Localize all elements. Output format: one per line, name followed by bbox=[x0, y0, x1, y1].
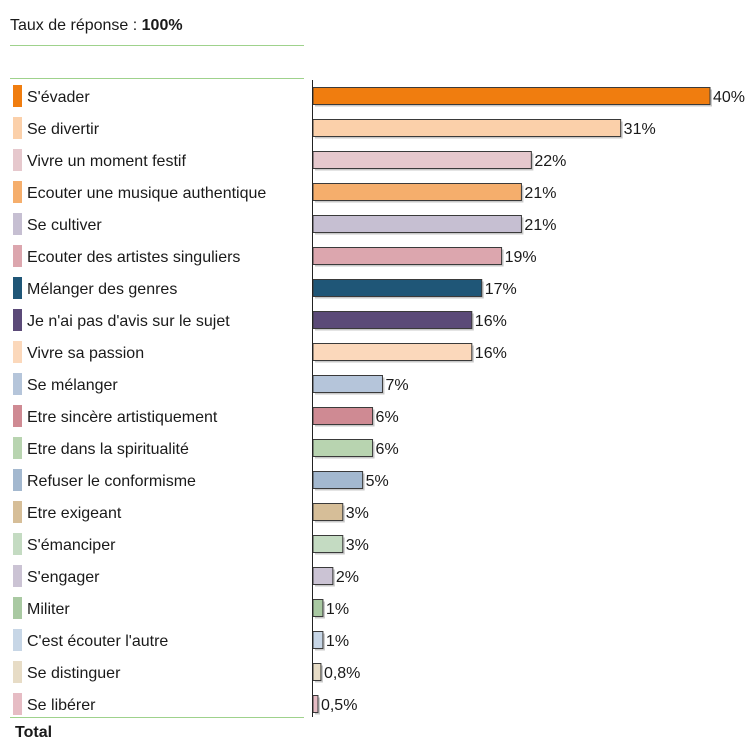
category-label: Etre exigeant bbox=[27, 505, 122, 522]
bar bbox=[312, 215, 522, 233]
bar bbox=[312, 695, 319, 713]
value-label: 17% bbox=[485, 281, 517, 298]
value-label: 3% bbox=[346, 505, 369, 522]
value-label: 16% bbox=[475, 345, 507, 362]
value-label: 3% bbox=[346, 537, 369, 554]
category-label: Vivre un moment festif bbox=[27, 153, 186, 170]
bar bbox=[312, 279, 483, 297]
category-label: Ecouter une musique authentique bbox=[27, 185, 266, 202]
legend-swatch bbox=[13, 277, 22, 299]
bar bbox=[312, 151, 532, 169]
legend-swatch bbox=[13, 245, 22, 267]
legend-swatch bbox=[13, 501, 22, 523]
category-label: Etre dans la spiritualité bbox=[27, 441, 189, 458]
bar bbox=[312, 375, 383, 393]
value-label: 21% bbox=[524, 217, 556, 234]
category-label: Ecouter des artistes singuliers bbox=[27, 249, 240, 266]
value-label: 1% bbox=[326, 633, 349, 650]
value-label: 0,8% bbox=[324, 665, 360, 682]
value-label: 2% bbox=[336, 569, 359, 586]
bar bbox=[312, 535, 344, 553]
legend-swatch bbox=[13, 437, 22, 459]
legend-swatch bbox=[13, 693, 22, 715]
chart-axis bbox=[312, 80, 313, 717]
category-label: S'engager bbox=[27, 569, 100, 586]
legend-swatch bbox=[13, 565, 22, 587]
legend-swatch bbox=[13, 309, 22, 331]
category-label: Se libérer bbox=[27, 697, 96, 714]
value-label: 0,5% bbox=[321, 697, 357, 714]
bar bbox=[312, 567, 334, 585]
response-rate-label: Taux de réponse : bbox=[10, 17, 142, 34]
value-label: 6% bbox=[376, 409, 399, 426]
bar bbox=[312, 471, 364, 489]
legend-swatch bbox=[13, 469, 22, 491]
category-label: Se divertir bbox=[27, 121, 100, 138]
value-label: 40% bbox=[713, 89, 745, 106]
bar bbox=[312, 247, 503, 265]
bar bbox=[312, 663, 322, 681]
category-label: Vivre sa passion bbox=[27, 345, 144, 362]
category-label: Mélanger des genres bbox=[27, 281, 177, 298]
category-label: S'évader bbox=[27, 89, 90, 106]
value-label: 16% bbox=[475, 313, 507, 330]
legend-swatch bbox=[13, 181, 22, 203]
legend-swatch bbox=[13, 597, 22, 619]
total-label: Total bbox=[15, 724, 53, 741]
legend-swatch bbox=[13, 405, 22, 427]
response-rate-value: 100% bbox=[141, 17, 183, 34]
legend-swatch bbox=[13, 149, 22, 171]
category-label: Militer bbox=[27, 601, 70, 618]
divider-table-top bbox=[10, 78, 304, 79]
value-label: 19% bbox=[505, 249, 537, 266]
bar bbox=[312, 119, 622, 137]
value-label: 31% bbox=[624, 121, 656, 138]
value-label: 22% bbox=[534, 153, 566, 170]
value-label: 21% bbox=[524, 185, 556, 202]
divider-top bbox=[10, 45, 304, 46]
category-label: Je n'ai pas d'avis sur le sujet bbox=[27, 313, 230, 330]
bar bbox=[312, 599, 324, 617]
divider-table-bottom bbox=[10, 717, 304, 718]
value-label: 6% bbox=[376, 441, 399, 458]
category-label: Se mélanger bbox=[27, 377, 118, 394]
category-label: C'est écouter l'autre bbox=[27, 633, 168, 650]
bar bbox=[312, 439, 374, 457]
category-label: S'émanciper bbox=[27, 537, 116, 554]
bar bbox=[312, 183, 522, 201]
legend-swatch bbox=[13, 213, 22, 235]
value-label: 1% bbox=[326, 601, 349, 618]
bar bbox=[312, 87, 711, 105]
legend-swatch bbox=[13, 533, 22, 555]
legend-swatch bbox=[13, 373, 22, 395]
category-label: Etre sincère artistiquement bbox=[27, 409, 218, 426]
legend-swatch bbox=[13, 341, 22, 363]
bar bbox=[312, 311, 473, 329]
category-label: Refuser le conformisme bbox=[27, 473, 196, 490]
legend-swatch bbox=[13, 117, 22, 139]
legend-swatch bbox=[13, 661, 22, 683]
bar bbox=[312, 343, 473, 361]
value-label: 7% bbox=[385, 377, 408, 394]
response-rate: Taux de réponse : 100% bbox=[10, 17, 183, 35]
category-label: Se distinguer bbox=[27, 665, 121, 682]
bar bbox=[312, 631, 324, 649]
category-label: Se cultiver bbox=[27, 217, 102, 234]
legend-swatch bbox=[13, 85, 22, 107]
legend-swatch bbox=[13, 629, 22, 651]
bar bbox=[312, 407, 374, 425]
bar bbox=[312, 503, 344, 521]
value-label: 5% bbox=[366, 473, 389, 490]
